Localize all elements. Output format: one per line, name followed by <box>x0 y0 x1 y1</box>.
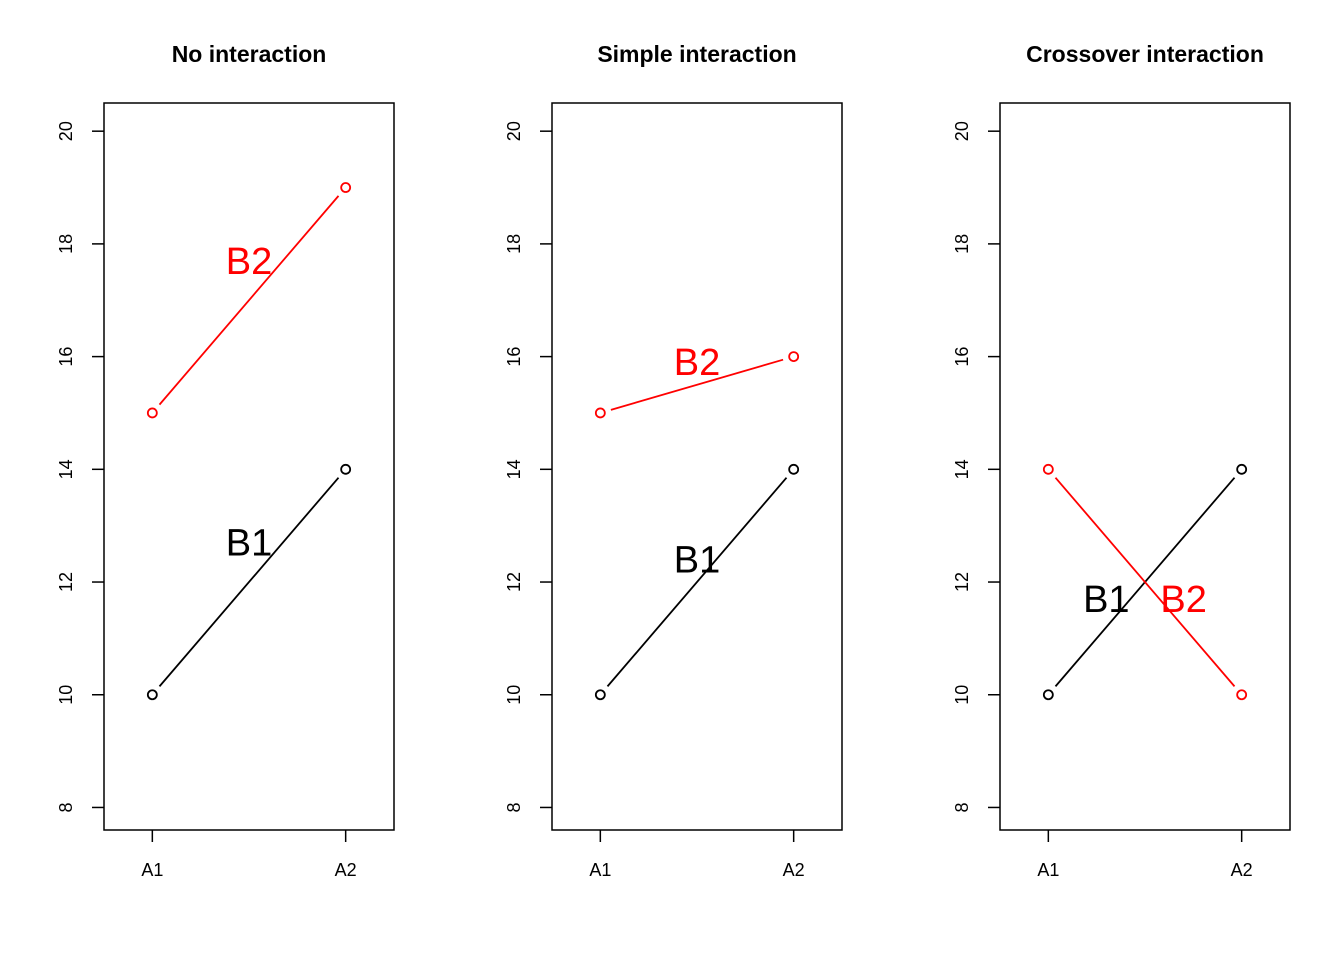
data-point <box>788 351 800 363</box>
data-point <box>1236 463 1248 475</box>
y-tick-label: 20 <box>56 121 76 141</box>
x-tick-label: A1 <box>1037 860 1059 880</box>
y-tick-label: 16 <box>56 347 76 367</box>
data-point <box>146 689 158 701</box>
data-point <box>1042 689 1054 701</box>
series-line <box>1054 477 1236 687</box>
y-tick-label: 12 <box>952 572 972 592</box>
data-point <box>594 689 606 701</box>
series-b1: B1 <box>146 463 352 701</box>
series-b2: B2 <box>1042 463 1248 701</box>
x-tick-label: A2 <box>335 860 357 880</box>
x-tick-label: A2 <box>1231 860 1253 880</box>
series-label: B2 <box>1160 579 1206 621</box>
series-b2: B2 <box>146 182 352 419</box>
y-tick-label: 8 <box>952 802 972 812</box>
y-tick-label: 18 <box>504 234 524 254</box>
plot-frame <box>103 102 395 831</box>
y-tick-label: 20 <box>504 121 524 141</box>
chart-title: Simple interaction <box>597 41 796 67</box>
y-tick-label: 14 <box>56 459 76 479</box>
plot-frame <box>999 102 1291 831</box>
y-tick-label: 14 <box>952 459 972 479</box>
y-tick-label: 12 <box>56 572 76 592</box>
y-tick-label: 12 <box>504 572 524 592</box>
chart-title: Crossover interaction <box>1026 41 1264 67</box>
y-tick-label: 10 <box>56 685 76 705</box>
data-point <box>594 407 606 419</box>
series-line <box>610 358 784 411</box>
y-tick-label: 14 <box>504 459 524 479</box>
series-line <box>606 477 788 687</box>
series-label: B2 <box>674 342 720 384</box>
chart-panel-3: Crossover interaction 8 10 12 14 16 18 20 A1 A2 B1… <box>952 41 1291 880</box>
data-point <box>340 463 352 475</box>
chart-panel-2: Simple interaction 8 10 12 14 16 18 20 A1 A2 B1 B2 <box>504 41 843 880</box>
data-point <box>146 407 158 419</box>
y-tick-label: 10 <box>952 685 972 705</box>
plot-frame <box>551 102 843 831</box>
x-tick-label: A1 <box>141 860 163 880</box>
y-tick-label: 10 <box>504 685 524 705</box>
chart-panel-1: No interaction 8 10 12 14 16 18 20 A1 A2 B1 B2 <box>56 41 395 880</box>
y-tick-label: 20 <box>952 121 972 141</box>
data-point <box>1236 689 1248 701</box>
data-point <box>340 182 352 193</box>
series-b2: B2 <box>594 342 800 419</box>
series-line <box>158 195 340 406</box>
series-line <box>158 477 340 687</box>
y-tick-label: 18 <box>56 234 76 254</box>
y-tick-label: 18 <box>952 234 972 254</box>
series-label: B1 <box>226 523 272 565</box>
x-tick-label: A2 <box>783 860 805 880</box>
y-tick-label: 16 <box>504 347 524 367</box>
data-point <box>1042 463 1054 475</box>
x-tick-label: A1 <box>589 860 611 880</box>
y-tick-label: 8 <box>504 802 524 812</box>
data-point <box>788 463 800 475</box>
series-label: B1 <box>674 539 720 581</box>
series-label: B2 <box>226 241 272 283</box>
chart-title: No interaction <box>172 41 327 67</box>
y-tick-label: 8 <box>56 802 76 812</box>
y-tick-label: 16 <box>952 347 972 367</box>
series-label: B1 <box>1083 579 1129 621</box>
series-b1: B1 <box>594 463 800 701</box>
